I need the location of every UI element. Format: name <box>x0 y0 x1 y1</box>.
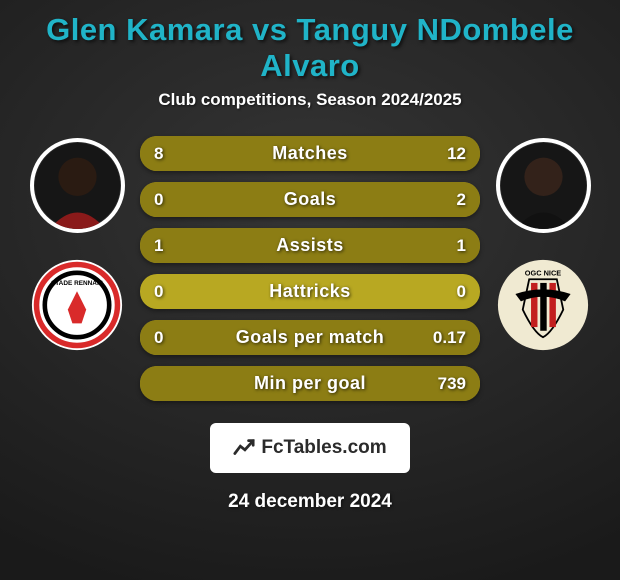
right-column: OGC NICE <box>488 132 598 351</box>
stat-label: Goals <box>140 182 480 217</box>
stat-label: Min per goal <box>140 366 480 401</box>
stat-bar: 739Min per goal <box>140 366 480 401</box>
stat-bar: 812Matches <box>140 136 480 171</box>
stat-label: Hattricks <box>140 274 480 309</box>
left-club-badge: STADE RENNAIS <box>31 259 123 351</box>
left-player-avatar <box>30 138 125 233</box>
stat-label: Goals per match <box>140 320 480 355</box>
source-logo-text: FcTables.com <box>261 437 386 459</box>
svg-text:STADE RENNAIS: STADE RENNAIS <box>51 280 104 287</box>
club-badge-icon: OGC NICE <box>497 259 589 351</box>
stat-label: Matches <box>140 136 480 171</box>
svg-text:OGC NICE: OGC NICE <box>525 269 561 278</box>
source-logo: FcTables.com <box>210 423 410 473</box>
date-text: 24 december 2024 <box>228 491 392 513</box>
player-avatar-icon <box>34 142 121 229</box>
stat-bar: 02Goals <box>140 182 480 217</box>
stat-bar: 00Hattricks <box>140 274 480 309</box>
right-player-avatar <box>496 138 591 233</box>
stat-bar: 00.17Goals per match <box>140 320 480 355</box>
page-title: Glen Kamara vs Tanguy NDombele Alvaro <box>10 12 610 84</box>
subtitle: Club competitions, Season 2024/2025 <box>158 90 461 110</box>
stats-bars: 812Matches 02Goals 11Assists 00Hattricks 00.… <box>140 132 480 401</box>
right-club-badge: OGC NICE <box>497 259 589 351</box>
chart-icon <box>233 437 255 459</box>
stat-bar: 11Assists <box>140 228 480 263</box>
club-badge-icon: STADE RENNAIS <box>31 259 123 351</box>
stat-label: Assists <box>140 228 480 263</box>
player-avatar-icon <box>500 142 587 229</box>
left-column: STADE RENNAIS <box>22 132 132 351</box>
main-row: STADE RENNAIS 812Matches 02Goals 11Assists… <box>10 132 610 401</box>
comparison-card: Glen Kamara vs Tanguy NDombele Alvaro Cl… <box>0 0 620 580</box>
